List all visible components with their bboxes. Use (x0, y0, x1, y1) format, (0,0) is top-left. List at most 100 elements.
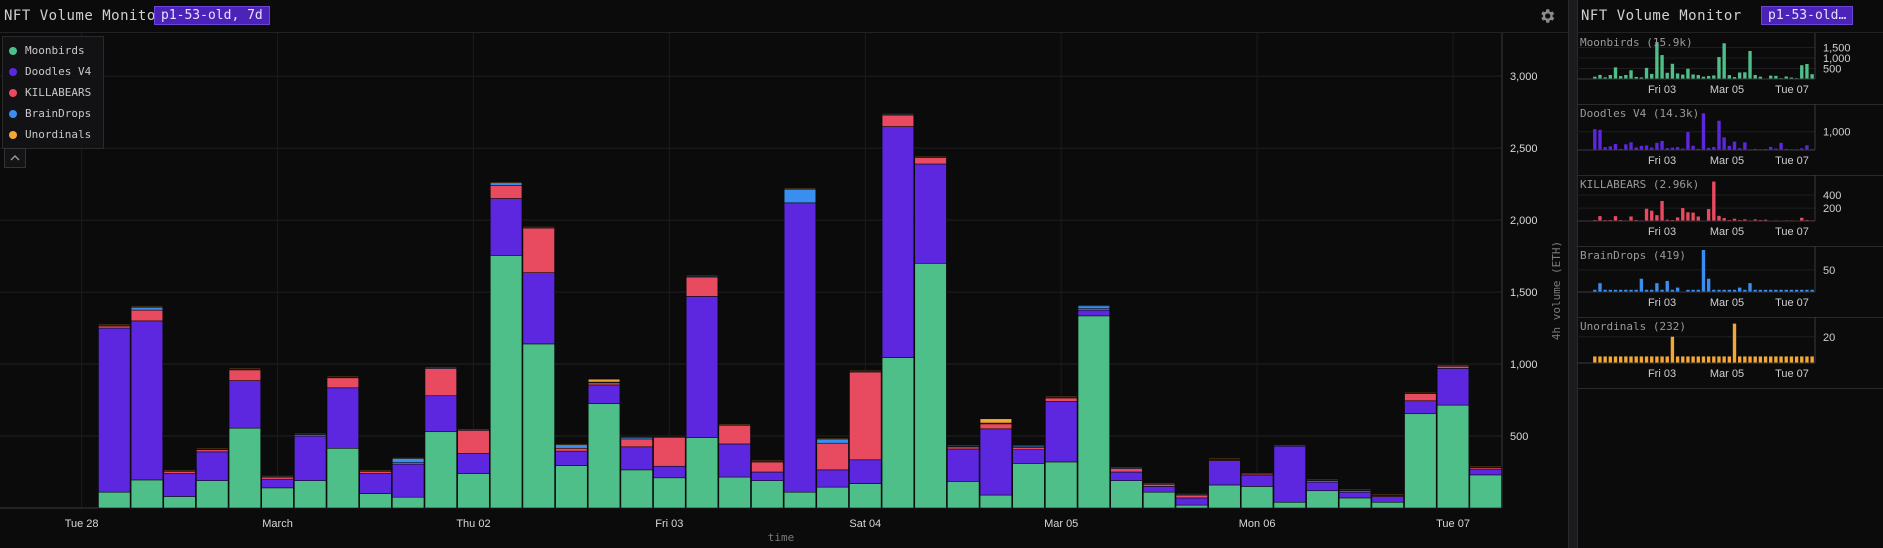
legend-item-doodles-v4[interactable]: Doodles V4 (3, 61, 103, 82)
bar-braindrops[interactable] (783, 188, 817, 204)
bar-doodles-v4[interactable] (1273, 445, 1306, 503)
bar-braindrops[interactable] (392, 458, 425, 463)
bar-doodles-v4[interactable] (392, 463, 425, 498)
bar-moonbirds[interactable] (816, 486, 849, 509)
bar-doodles-v4[interactable] (163, 473, 196, 497)
bar-unordinals[interactable] (261, 475, 294, 477)
bar-moonbirds[interactable] (1404, 413, 1437, 509)
bar-unordinals[interactable] (424, 366, 457, 369)
bar-killabears[interactable] (914, 157, 947, 165)
bar-doodles-v4[interactable] (1208, 460, 1241, 486)
bar-unordinals[interactable] (1077, 304, 1110, 307)
bar-doodles-v4[interactable] (359, 473, 392, 494)
bar-doodles-v4[interactable] (261, 478, 294, 489)
legend-item-unordinals[interactable]: Unordinals (3, 124, 103, 145)
bar-doodles-v4[interactable] (1338, 491, 1372, 499)
bar-moonbirds[interactable] (1469, 474, 1502, 509)
bar-unordinals[interactable] (163, 469, 196, 471)
bar-unordinals[interactable] (685, 275, 719, 277)
bar-moonbirds[interactable] (294, 480, 327, 509)
bar-moonbirds[interactable] (881, 357, 915, 509)
bar-moonbirds[interactable] (326, 447, 359, 509)
mini-panel-braindrops[interactable]: 50 Fri 03 Mar 05 Tue 07 BrainDrops (419) (1577, 246, 1883, 318)
bar-unordinals[interactable] (653, 436, 686, 438)
mini-panel-moonbirds[interactable]: 500 1,000 1,500 Fri 03 Mar 05 Tue 07 Moonbirds… (1577, 33, 1883, 105)
bar-doodles-v4[interactable] (1012, 449, 1045, 464)
bar-moonbirds[interactable] (359, 493, 392, 509)
bar-unordinals[interactable] (718, 423, 751, 425)
bar-killabears[interactable] (816, 442, 849, 471)
bar-unordinals[interactable] (489, 181, 523, 184)
bar-moonbirds[interactable] (98, 491, 131, 509)
bar-unordinals[interactable] (522, 226, 555, 228)
panel-resize-handle[interactable] (1568, 0, 1578, 548)
bar-moonbirds[interactable] (1240, 486, 1274, 509)
bar-doodles-v4[interactable] (587, 384, 621, 404)
bar-killabears[interactable] (1012, 447, 1045, 451)
bar-moonbirds[interactable] (849, 483, 882, 509)
bar-unordinals[interactable] (457, 428, 490, 430)
bar-doodles-v4[interactable] (555, 450, 588, 466)
bar-killabears[interactable] (881, 114, 915, 127)
bar-doodles-v4[interactable] (849, 459, 882, 484)
bar-unordinals[interactable] (130, 306, 164, 308)
bar-moonbirds[interactable] (555, 465, 588, 509)
mini-panel-killabears[interactable]: 200 400 Fri 03 Mar 05 Tue 07 KILLABEARS (2.96… (1577, 175, 1883, 247)
bar-moonbirds[interactable] (196, 480, 229, 509)
bar-doodles-v4[interactable] (1306, 481, 1339, 492)
bar-moonbirds[interactable] (783, 491, 817, 509)
bar-doodles-v4[interactable] (914, 163, 947, 264)
bar-moonbirds[interactable] (1110, 480, 1143, 509)
bar-doodles-v4[interactable] (1240, 475, 1274, 487)
bar-unordinals[interactable] (98, 324, 131, 326)
mini-panel-doodles-v4[interactable]: 1,000 Fri 03 Mar 05 Tue 07 Doodles V4 (14.3k… (1577, 104, 1883, 176)
bar-unordinals[interactable] (326, 375, 359, 378)
bar-braindrops[interactable] (489, 182, 523, 186)
bar-moonbirds[interactable] (1208, 484, 1241, 509)
bar-doodles-v4[interactable] (1436, 368, 1470, 406)
bar-doodles-v4[interactable] (196, 451, 229, 481)
bar-doodles-v4[interactable] (1077, 309, 1110, 317)
bar-killabears[interactable] (1045, 397, 1078, 402)
bar-unordinals[interactable] (1143, 482, 1176, 484)
bar-doodles-v4[interactable] (228, 380, 262, 429)
bar-unordinals[interactable] (1110, 466, 1143, 469)
bar-unordinals[interactable] (1208, 458, 1241, 460)
bar-unordinals[interactable] (751, 460, 784, 462)
bar-moonbirds[interactable] (751, 480, 784, 509)
bar-unordinals[interactable] (881, 113, 915, 115)
bar-doodles-v4[interactable] (1045, 401, 1078, 463)
bar-unordinals[interactable] (555, 443, 588, 446)
bar-killabears[interactable] (1175, 494, 1208, 499)
bar-moonbirds[interactable] (587, 403, 621, 509)
bar-moonbirds[interactable] (1436, 404, 1470, 509)
collapse-legend-button[interactable] (4, 148, 26, 168)
bar-killabears[interactable] (718, 424, 751, 445)
bar-unordinals[interactable] (979, 418, 1013, 424)
bar-unordinals[interactable] (1175, 493, 1208, 495)
bar-unordinals[interactable] (587, 378, 621, 383)
bar-doodles-v4[interactable] (1469, 468, 1502, 476)
bar-doodles-v4[interactable] (130, 320, 164, 481)
bar-killabears[interactable] (522, 227, 555, 273)
bar-killabears[interactable] (555, 447, 588, 452)
bar-unordinals[interactable] (1338, 488, 1372, 491)
bar-unordinals[interactable] (1436, 364, 1470, 366)
bar-doodles-v4[interactable] (326, 387, 359, 449)
bar-moonbirds[interactable] (1012, 463, 1045, 509)
bar-moonbirds[interactable] (947, 481, 980, 509)
mini-panel-unordinals[interactable]: 20 Fri 03 Mar 05 Tue 07 Unordinals (232) (1577, 317, 1883, 389)
bar-doodles-v4[interactable] (1110, 471, 1143, 481)
bar-moonbirds[interactable] (1371, 501, 1404, 509)
bar-unordinals[interactable] (816, 437, 849, 440)
bar-doodles-v4[interactable] (98, 327, 131, 493)
bar-killabears[interactable] (849, 371, 882, 461)
bar-moonbirds[interactable] (489, 255, 523, 509)
bar-moonbirds[interactable] (653, 477, 686, 509)
bar-moonbirds[interactable] (1143, 491, 1176, 509)
bar-doodles-v4[interactable] (522, 272, 555, 345)
bar-doodles-v4[interactable] (718, 443, 751, 478)
bar-moonbirds[interactable] (718, 476, 751, 509)
bar-doodles-v4[interactable] (751, 471, 784, 481)
bar-unordinals[interactable] (196, 447, 229, 450)
